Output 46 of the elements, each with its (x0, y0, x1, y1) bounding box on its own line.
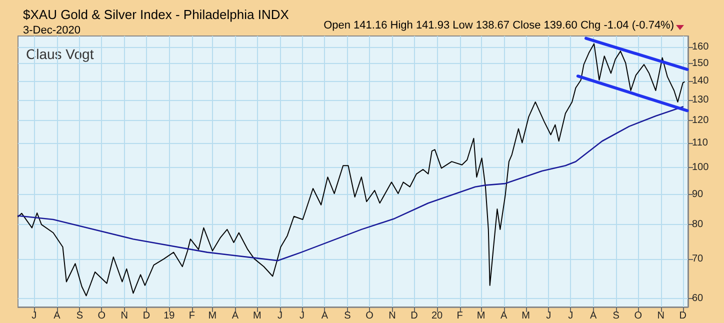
x-tick-label: D (410, 310, 418, 322)
x-tick-label: N (120, 310, 128, 322)
x-tick-label: N (388, 310, 396, 322)
x-tick-label: O (98, 310, 106, 322)
x-tick-label: M (522, 310, 530, 322)
x-tick-label: S (76, 310, 84, 322)
x-tick-label: M (476, 310, 486, 322)
x-tick-label: J (300, 310, 304, 322)
x-tick-label: A (590, 310, 597, 322)
y-tick-label: 140 (692, 76, 710, 87)
x-tick-label: J (277, 310, 282, 322)
x-tick-label: J (546, 310, 552, 322)
y-tick-label: 160 (692, 41, 710, 52)
x-tick-label: J (32, 310, 37, 322)
y-tick-label: 80 (692, 219, 704, 230)
chart-subtitle: 3-Dec-2020 (23, 24, 80, 36)
x-tick-label: F (188, 310, 195, 322)
y-tick-label: 110 (692, 137, 708, 148)
x-tick-label: 19 (164, 310, 176, 322)
y-tick-label: 60 (692, 292, 704, 304)
x-tick-label: A (54, 310, 61, 322)
x-tick-label: D (142, 310, 150, 322)
x-tick-label: J (568, 310, 574, 322)
x-tick-label: S (612, 310, 620, 322)
x-tick-label: N (657, 310, 664, 322)
chart-title: $XAU Gold & Silver Index - Philadelphia INDX (23, 7, 290, 22)
y-tick-label: 150 (692, 58, 710, 70)
y-tick-label: 90 (692, 188, 704, 200)
x-tick-label: S (344, 310, 352, 322)
x-tick-label: F (456, 310, 463, 322)
line-series (17, 106, 684, 262)
line-series (18, 43, 685, 296)
x-tick-label: O (634, 310, 642, 322)
x-tick-label: A (321, 310, 328, 322)
y-tick-label: 130 (692, 94, 710, 106)
x-tick-label: D (679, 310, 686, 322)
x-tick-label: M (208, 310, 217, 322)
text: Open 141.16 High 141.93 Low 138.67 Close 139.60 Chg -1.04 (-0.74%) (324, 20, 674, 32)
x-tick-label: 20 (431, 310, 444, 322)
x-tick-label: A (500, 310, 508, 322)
y-tick-label: 120 (692, 115, 710, 126)
x-tick-label: O (366, 310, 374, 322)
y-tick-label: 70 (692, 253, 704, 264)
y-tick-label: 100 (692, 162, 710, 173)
x-tick-label: M (253, 310, 262, 322)
x-tick-label: A (232, 310, 239, 322)
